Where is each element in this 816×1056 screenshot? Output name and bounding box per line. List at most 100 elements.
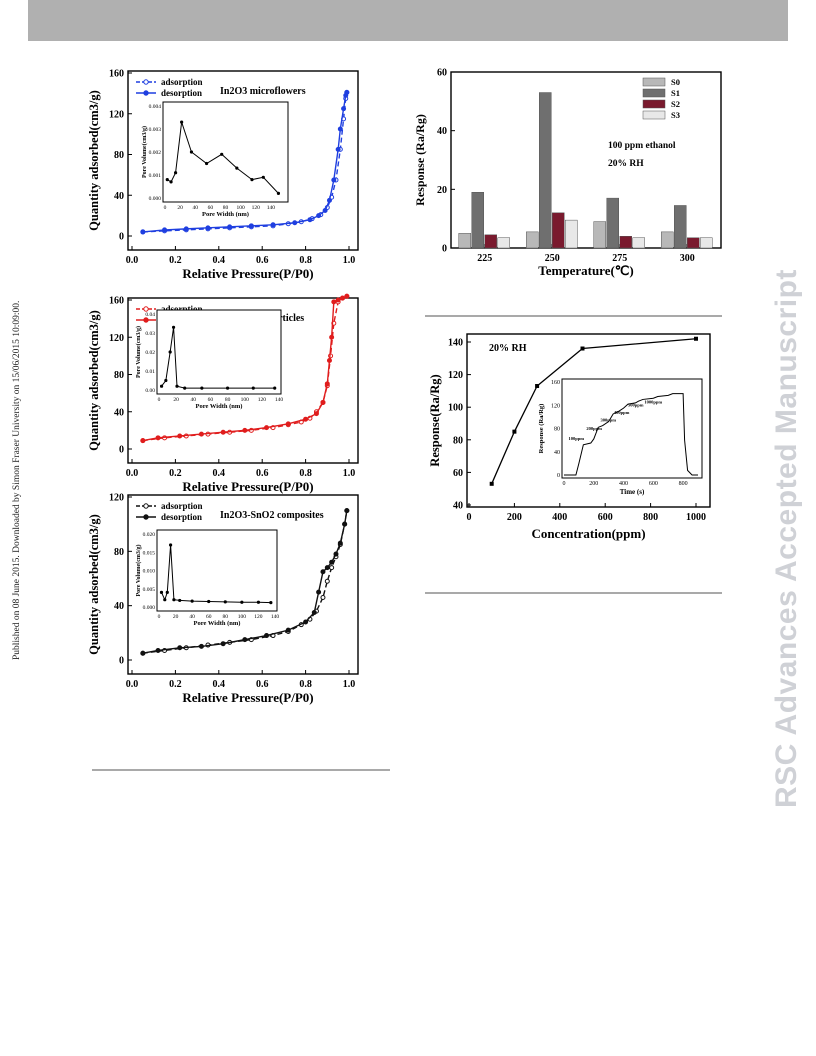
isotherm-2-y-tick-label: 80: [114, 370, 124, 381]
response-bar-chart-bar-s2: [687, 237, 700, 249]
isotherm-2-inset-line: [161, 327, 275, 389]
response-bar-chart-legend-label: S1: [671, 88, 680, 98]
isotherm-2-inset-y-label: Pore Volume(cm3/g): [135, 326, 142, 378]
isotherm-1-x-tick-label: 0.2: [169, 255, 182, 266]
isotherm-3-inset-point: [240, 600, 244, 604]
isotherm-1-inset-point: [235, 166, 239, 170]
isotherm-1-inset-y-tick: 0.002: [149, 150, 162, 156]
isotherm-1-inset-x-label: Pore Width (nm): [202, 211, 249, 218]
isotherm-2-inset-x-tick: 80: [225, 397, 231, 403]
isotherm-2-inset-y-tick: 0.00: [145, 388, 155, 394]
divider-rule-right-1: [425, 315, 722, 317]
isotherm-2-legend-label: adsorption: [161, 304, 203, 314]
isotherm-3-adsorption-point: [324, 578, 330, 584]
response-bar-chart-bar-s1: [539, 92, 552, 249]
response-bar-chart-y-tick-label: 40: [437, 126, 447, 137]
concentration-chart-inset-y-label: Response (Ra/Rg): [538, 404, 545, 454]
response-bar-chart-y-label: Response (Ra/Rg): [413, 114, 427, 206]
isotherm-1-inset-point: [220, 152, 224, 156]
isotherm-2-desorption-point: [329, 334, 335, 340]
isotherm-2-desorption-point: [320, 399, 326, 405]
response-bar-chart-legend-label: S0: [671, 77, 680, 87]
isotherm-1-y-tick-label: 120: [109, 109, 124, 120]
divider-rule-right-2: [425, 592, 722, 594]
isotherm-3-inset-x-tick: 40: [189, 614, 195, 620]
isotherm-3-desorption-point: [311, 609, 317, 615]
isotherm-2-desorption-point: [324, 381, 330, 387]
isotherm-3-inset-point: [159, 590, 164, 595]
isotherm-1-y-label: Quantity adsorbed(cm3/g): [87, 90, 101, 231]
concentration-chart-inset-step-label: 100ppm: [568, 436, 584, 441]
isotherm-1-inset-x-tick: 100: [237, 205, 246, 211]
response-bar-chart-bar-s0: [661, 231, 674, 249]
isotherm-1-inset-x-tick: 120: [252, 205, 261, 211]
isotherm-3-legend-marker: [143, 514, 149, 520]
isotherm-3-inset-point: [165, 590, 169, 595]
isotherm-1-inset-y-tick: 0.004: [149, 104, 162, 110]
response-bar-chart-bar-s2: [484, 234, 497, 249]
isotherm-1-x-tick-label: 0.6: [256, 255, 269, 266]
isotherm-1-inset-y-tick: 0.001: [149, 173, 162, 179]
response-bar-chart-legend-label: S3: [671, 110, 680, 120]
concentration-chart-inset-x-tick: 0: [563, 481, 566, 487]
isotherm-3-inset-x-tick: 20: [173, 614, 179, 620]
response-bar-chart-category-label: 250: [545, 253, 560, 264]
isotherm-3-desorption-point: [337, 540, 343, 546]
isotherm-1-desorption-point: [337, 126, 343, 132]
isotherm-3-x-tick-label: 0.2: [169, 679, 182, 690]
isotherm-1-y-tick-label: 80: [114, 150, 124, 161]
isotherm-1-title: In2O3 microflowers: [220, 86, 306, 97]
concentration-chart-inset-x-label: Time (s): [620, 488, 645, 496]
isotherm-2-desorption-point: [344, 293, 350, 299]
isotherm-3-desorption-point: [264, 633, 270, 639]
isotherm-2-desorption-point: [313, 411, 319, 417]
isotherm-1-inset-point: [204, 161, 209, 166]
isotherm-2-desorption-point: [264, 425, 270, 431]
isotherm-1-desorption-point: [326, 197, 332, 203]
concentration-chart-x-tick-label: 0: [467, 512, 472, 523]
concentration-chart-frame: [466, 333, 711, 508]
response-bar-chart-bar-s2: [552, 212, 565, 249]
isotherm-2-inset-x-label: Pore Width (nm): [196, 403, 243, 410]
isotherm-2-desorption-point: [220, 429, 226, 435]
concentration-chart-inset-step-label: 1000ppm: [644, 400, 662, 405]
isotherm-1-legend-marker: [143, 90, 149, 96]
isotherm-1-desorption-point: [316, 213, 322, 219]
isotherm-2-desorption-point: [331, 299, 337, 305]
response-bar-chart-legend-swatch: [642, 110, 666, 120]
concentration-chart-inset-line: [564, 393, 698, 476]
isotherm-2-inset-point: [168, 350, 172, 354]
isotherm-1-inset-x-tick: 0: [164, 205, 167, 211]
isotherm-1-desorption-point: [341, 106, 347, 112]
isotherm-1-inset-y-label: Pore Volume(cm3/g): [141, 126, 148, 178]
isotherm-3-desorption-point: [285, 627, 291, 633]
concentration-chart-point: [694, 336, 698, 341]
isotherm-2-inset-point: [200, 386, 204, 390]
isotherm-2-legend-marker: [143, 317, 149, 323]
concentration-chart-annotation: 20% RH: [489, 343, 527, 354]
isotherm-1-y-tick-label: 160: [109, 69, 124, 80]
isotherm-1-desorption-point: [205, 225, 211, 231]
isotherm-3-x-tick-label: 0.8: [299, 679, 312, 690]
isotherm-3-inset-y-tick: 0.020: [143, 532, 156, 538]
isotherm-2-desorption-point: [140, 438, 146, 444]
isotherm-2-x-tick-label: 0.0: [126, 468, 139, 479]
isotherm-1-x-tick-label: 0.4: [213, 255, 226, 266]
isotherm-3-y-tick-label: 80: [114, 547, 124, 558]
isotherm-3-x-tick-label: 1.0: [343, 679, 356, 690]
concentration-chart-y-tick-label: 100: [448, 403, 463, 414]
concentration-chart-inset-frame: [561, 378, 703, 479]
isotherm-1-inset-point: [169, 180, 173, 184]
concentration-chart-point: [489, 481, 494, 486]
isotherm-2-desorption-point: [198, 431, 204, 437]
isotherm-3-inset-x-label: Pore Width (nm): [194, 620, 241, 627]
isotherm-2-legend-marker: [143, 306, 149, 312]
concentration-chart-x-tick-label: 400: [552, 512, 567, 523]
response-bar-chart-y-tick-label: 0: [442, 244, 447, 255]
response-bar-chart-category-label: 300: [680, 253, 695, 264]
isotherm-2-x-tick-label: 0.4: [213, 468, 226, 479]
isotherm-2-y-tick-label: 120: [109, 333, 124, 344]
response-bar-chart-bar-s3: [700, 237, 713, 249]
concentration-chart-inset-y-tick: 160: [551, 380, 560, 386]
isotherm-1-inset-x-tick: 40: [193, 205, 199, 211]
